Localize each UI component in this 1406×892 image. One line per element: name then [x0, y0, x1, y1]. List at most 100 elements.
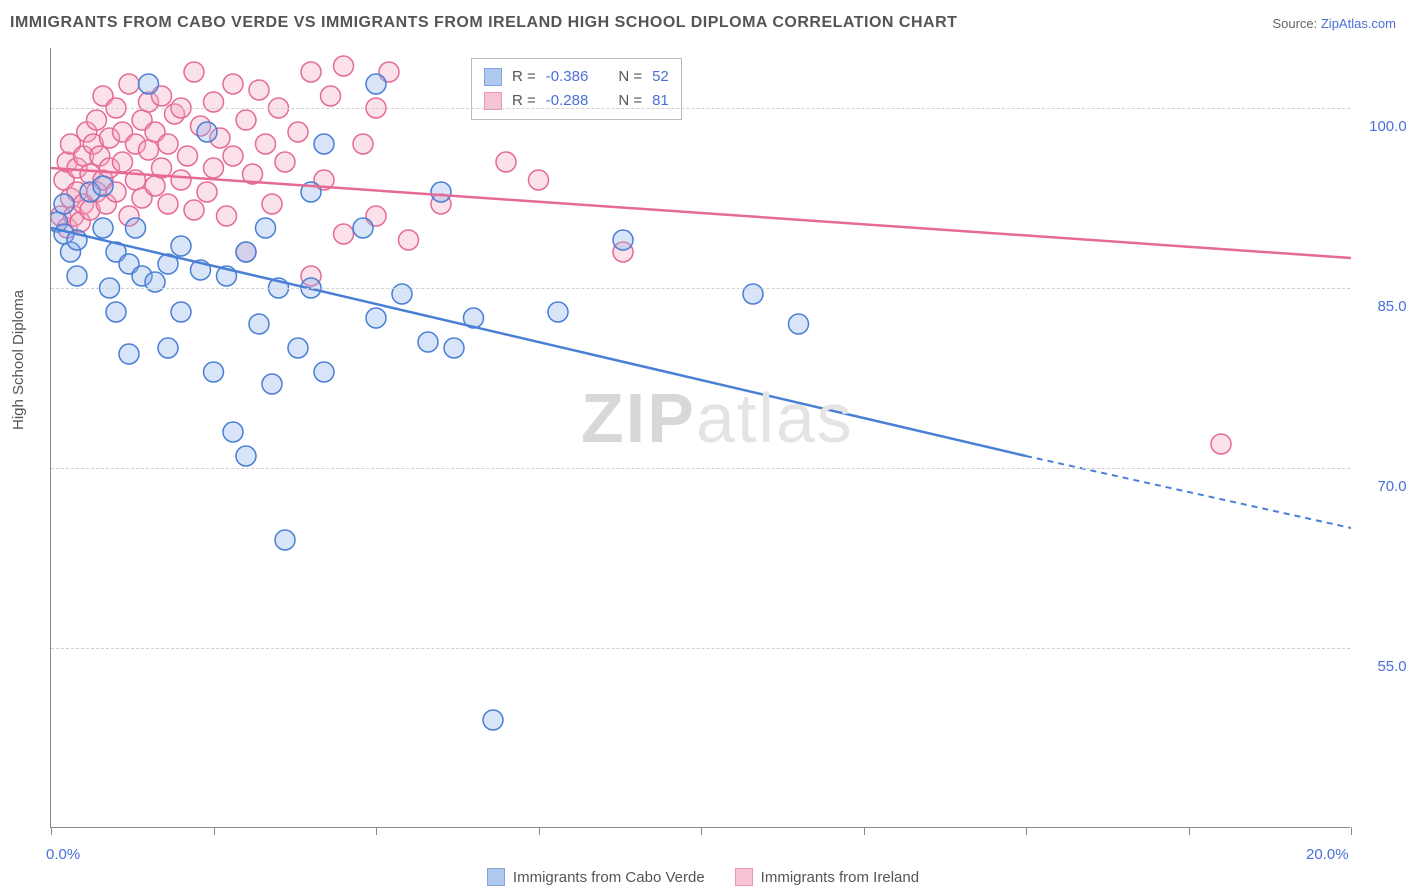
gridline-h	[51, 648, 1350, 649]
source-prefix: Source:	[1272, 16, 1320, 31]
scatter-point-ireland	[496, 152, 516, 172]
scatter-point-ireland	[113, 152, 133, 172]
x-tick	[51, 827, 52, 835]
scatter-point-ireland	[87, 110, 107, 130]
x-tick	[1026, 827, 1027, 835]
gridline-h	[51, 288, 1350, 289]
trendline-dash-cabo_verde	[1026, 456, 1351, 528]
scatter-point-cabo_verde	[93, 218, 113, 238]
scatter-point-cabo_verde	[431, 182, 451, 202]
scatter-point-ireland	[197, 182, 217, 202]
scatter-point-cabo_verde	[126, 218, 146, 238]
gridline-h	[51, 468, 1350, 469]
scatter-point-ireland	[353, 134, 373, 154]
r-value: -0.386	[546, 65, 589, 89]
x-tick	[376, 827, 377, 835]
n-value: 81	[652, 89, 669, 113]
x-tick	[864, 827, 865, 835]
scatter-point-cabo_verde	[171, 302, 191, 322]
scatter-point-ireland	[1211, 434, 1231, 454]
r-label: R =	[512, 89, 536, 113]
scatter-point-ireland	[139, 140, 159, 160]
source-link[interactable]: ZipAtlas.com	[1321, 16, 1396, 31]
chart-title: IMMIGRANTS FROM CABO VERDE VS IMMIGRANTS…	[10, 14, 957, 32]
scatter-point-cabo_verde	[145, 272, 165, 292]
legend-label: Immigrants from Cabo Verde	[513, 869, 705, 886]
scatter-point-ireland	[256, 134, 276, 154]
scatter-point-ireland	[204, 92, 224, 112]
scatter-point-cabo_verde	[314, 134, 334, 154]
stats-legend: R = -0.386 N = 52 R = -0.288 N = 81	[471, 58, 682, 120]
scatter-point-ireland	[223, 74, 243, 94]
n-label: N =	[618, 89, 642, 113]
r-label: R =	[512, 65, 536, 89]
title-bar: IMMIGRANTS FROM CABO VERDE VS IMMIGRANTS…	[10, 8, 1396, 38]
scatter-point-cabo_verde	[204, 362, 224, 382]
scatter-point-ireland	[334, 224, 354, 244]
x-tick	[1351, 827, 1352, 835]
scatter-point-cabo_verde	[743, 284, 763, 304]
chart-svg	[51, 48, 1351, 828]
scatter-point-cabo_verde	[93, 176, 113, 196]
scatter-point-ireland	[204, 158, 224, 178]
scatter-point-cabo_verde	[236, 446, 256, 466]
plot-wrap: ZIPatlas R =-0.386N =52R =-0.288N =81 55…	[50, 48, 1350, 828]
plot-area: ZIPatlas R =-0.386N =52R =-0.288N =81 55…	[50, 48, 1350, 828]
y-tick-label: 85.0%	[1377, 298, 1406, 315]
scatter-point-ireland	[184, 62, 204, 82]
scatter-point-cabo_verde	[483, 710, 503, 730]
scatter-point-ireland	[275, 152, 295, 172]
scatter-point-cabo_verde	[119, 344, 139, 364]
scatter-point-ireland	[249, 80, 269, 100]
stats-row-cabo_verde: R = -0.386 N = 52	[484, 65, 669, 89]
scatter-point-ireland	[236, 110, 256, 130]
scatter-point-cabo_verde	[236, 242, 256, 262]
scatter-point-cabo_verde	[275, 530, 295, 550]
x-tick	[1189, 827, 1190, 835]
scatter-point-cabo_verde	[613, 230, 633, 250]
gridline-h	[51, 108, 1350, 109]
legend-swatch-icon	[487, 868, 505, 886]
scatter-point-cabo_verde	[418, 332, 438, 352]
scatter-point-cabo_verde	[249, 314, 269, 334]
scatter-point-ireland	[184, 200, 204, 220]
n-value: 52	[652, 65, 669, 89]
y-tick-label: 100.0%	[1369, 118, 1406, 135]
scatter-point-cabo_verde	[444, 338, 464, 358]
legend-item-ireland: Immigrants from Ireland	[735, 868, 919, 886]
scatter-point-ireland	[334, 56, 354, 76]
scatter-point-ireland	[145, 176, 165, 196]
scatter-point-cabo_verde	[548, 302, 568, 322]
scatter-point-cabo_verde	[197, 122, 217, 142]
scatter-point-cabo_verde	[67, 266, 87, 286]
scatter-point-ireland	[158, 194, 178, 214]
y-axis-label: High School Diploma	[10, 290, 27, 430]
scatter-point-cabo_verde	[392, 284, 412, 304]
stats-row-ireland: R = -0.288 N = 81	[484, 89, 669, 113]
scatter-point-ireland	[171, 170, 191, 190]
r-value: -0.288	[546, 89, 589, 113]
scatter-point-ireland	[399, 230, 419, 250]
scatter-point-ireland	[217, 206, 237, 226]
scatter-point-ireland	[119, 74, 139, 94]
legend-label: Immigrants from Ireland	[761, 869, 919, 886]
scatter-point-ireland	[301, 62, 321, 82]
legend-swatch-icon	[735, 868, 753, 886]
scatter-point-cabo_verde	[314, 362, 334, 382]
scatter-point-ireland	[158, 134, 178, 154]
scatter-point-ireland	[288, 122, 308, 142]
x-tick-label: 0.0%	[46, 846, 80, 863]
scatter-point-ireland	[529, 170, 549, 190]
n-label: N =	[618, 65, 642, 89]
scatter-point-cabo_verde	[223, 422, 243, 442]
scatter-point-cabo_verde	[158, 338, 178, 358]
bottom-legend: Immigrants from Cabo Verde Immigrants fro…	[0, 868, 1406, 886]
y-tick-label: 55.0%	[1377, 658, 1406, 675]
scatter-point-cabo_verde	[262, 374, 282, 394]
scatter-point-cabo_verde	[353, 218, 373, 238]
scatter-point-ireland	[178, 146, 198, 166]
scatter-point-cabo_verde	[106, 302, 126, 322]
scatter-point-cabo_verde	[171, 236, 191, 256]
scatter-point-cabo_verde	[139, 74, 159, 94]
scatter-point-ireland	[321, 86, 341, 106]
